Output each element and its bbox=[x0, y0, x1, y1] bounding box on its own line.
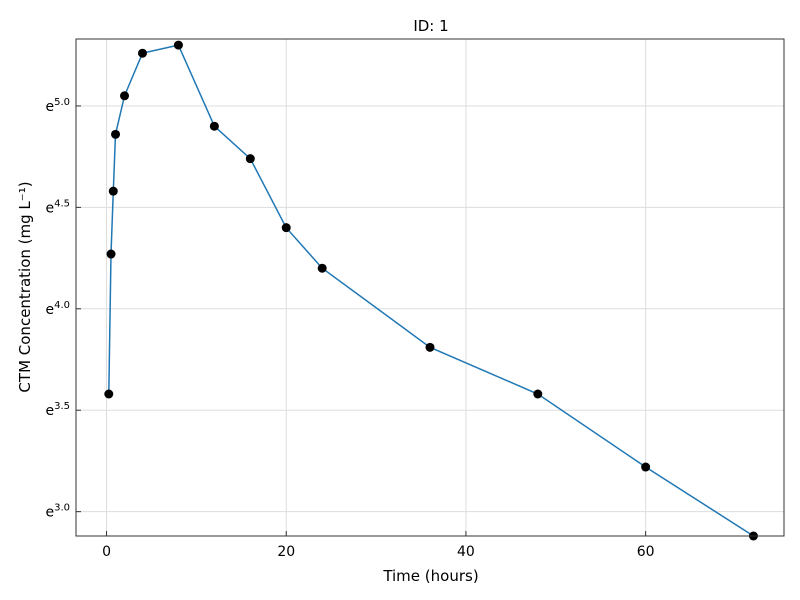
y-tick-label: e5.0 bbox=[45, 97, 70, 115]
plot-frame bbox=[75, 38, 785, 537]
y-tick-exponent: 4.0 bbox=[54, 300, 70, 311]
y-tick-label: e3.5 bbox=[45, 401, 70, 419]
data-point bbox=[106, 249, 116, 259]
data-point bbox=[108, 186, 118, 196]
data-point bbox=[209, 121, 219, 131]
y-tick-exponent: 3.0 bbox=[54, 503, 70, 514]
y-tick-label: e3.0 bbox=[45, 503, 70, 521]
y-tick-base: e bbox=[45, 302, 54, 318]
y-tick-label: e4.0 bbox=[45, 300, 70, 318]
x-tick-label: 40 bbox=[457, 544, 475, 560]
data-point bbox=[120, 91, 130, 101]
y-tick-exponent: 5.0 bbox=[54, 97, 70, 108]
data-point bbox=[641, 462, 651, 472]
x-tick-label: 0 bbox=[102, 544, 111, 560]
x-axis-label: Time (hours) bbox=[382, 567, 478, 585]
data-point bbox=[173, 40, 183, 50]
y-axis-label: CTM Concentration (mg L⁻¹) bbox=[16, 181, 34, 392]
y-tick-base: e bbox=[45, 99, 54, 115]
data-point bbox=[425, 342, 435, 352]
x-tick-label: 20 bbox=[277, 544, 295, 560]
grid-lines bbox=[76, 39, 784, 536]
data-point bbox=[281, 223, 291, 233]
y-tick-base: e bbox=[45, 200, 54, 216]
data-point bbox=[245, 154, 255, 164]
y-tick-exponent: 3.5 bbox=[54, 401, 70, 412]
y-tick-base: e bbox=[45, 403, 54, 419]
data-series bbox=[104, 40, 758, 541]
y-tick-base: e bbox=[45, 505, 54, 521]
x-axis: 0 20 40 60 bbox=[102, 531, 655, 560]
data-point bbox=[317, 263, 327, 273]
y-tick-exponent: 4.5 bbox=[54, 198, 70, 209]
data-point bbox=[533, 389, 543, 399]
data-point bbox=[104, 389, 114, 399]
x-tick-label: 60 bbox=[637, 544, 655, 560]
data-point bbox=[111, 129, 121, 139]
series-line bbox=[108, 44, 754, 537]
chart-title: ID: 1 bbox=[413, 17, 448, 35]
y-tick-label: e4.5 bbox=[45, 198, 70, 216]
y-axis: e3.0e3.5e4.0e4.5e5.0 bbox=[45, 97, 81, 521]
data-point bbox=[137, 48, 147, 58]
